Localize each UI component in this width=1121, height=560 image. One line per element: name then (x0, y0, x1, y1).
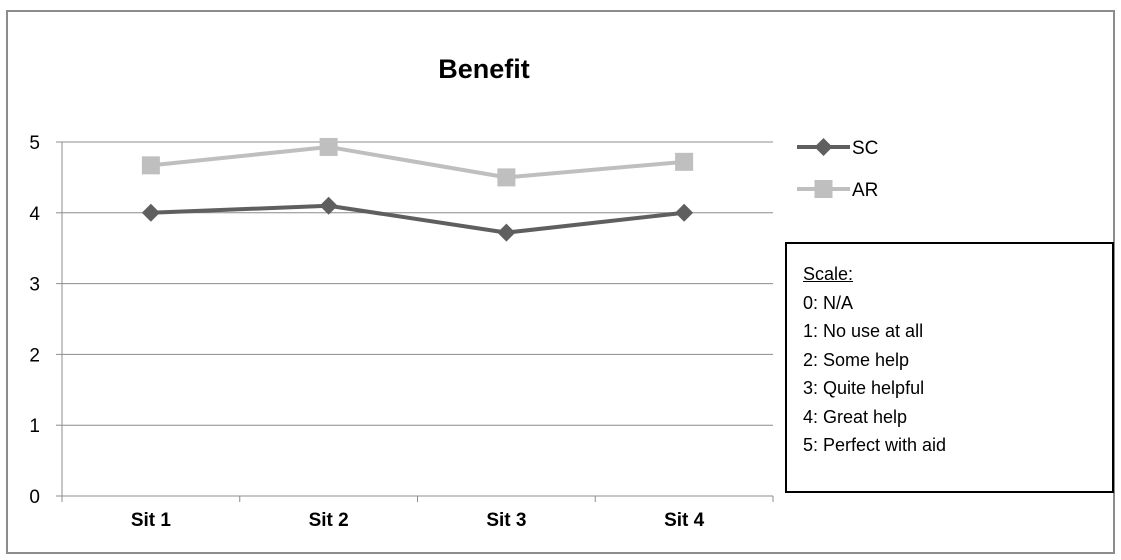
scale-item: 3: Quite helpful (803, 378, 925, 398)
scale-item: 0: N/A (803, 292, 854, 313)
chart-title: Benefit (438, 54, 530, 84)
legend-marker-sc (814, 138, 833, 156)
x-tick-label: Sit 4 (664, 510, 705, 531)
y-tick-label: 0 (29, 487, 40, 508)
data-point-ar (497, 168, 516, 187)
legend-label-ar: AR (852, 180, 878, 201)
x-tick-label: Sit 2 (309, 510, 349, 531)
data-point-sc (675, 203, 694, 222)
y-tick-label: 2 (29, 345, 40, 366)
scale-item: 5: Perfect with aid (803, 435, 947, 455)
axes (56, 141, 774, 502)
data-point-sc (497, 223, 516, 242)
gridlines (62, 141, 773, 426)
y-tick-label: 5 (29, 133, 40, 154)
x-tick-labels: Sit 1 Sit 2 Sit 3 Sit 4 (131, 510, 705, 531)
series-lines (141, 137, 694, 242)
data-point-sc (319, 196, 338, 215)
scale-title: Scale: (803, 264, 854, 284)
data-point-ar (319, 137, 338, 156)
series-line-sc (150, 203, 685, 235)
scale-legend-box: Scale: 0: N/A 1: No use at all 2: Some h… (785, 242, 1114, 493)
y-tick-labels: 0 1 2 3 4 5 (29, 133, 40, 508)
scale-item: 4: Great help (803, 406, 908, 427)
legend-label-sc: SC (852, 138, 878, 159)
y-tick-label: 3 (29, 275, 40, 296)
data-point-ar (141, 156, 160, 175)
y-tick-label: 1 (29, 416, 40, 437)
y-tick-label: 4 (29, 204, 40, 225)
legend-marker-ar (814, 180, 833, 198)
x-tick-label: Sit 1 (131, 510, 172, 531)
series-line-ar (150, 144, 685, 180)
data-point-sc (141, 203, 160, 222)
scale-item: 1: No use at all (803, 321, 924, 341)
x-tick-label: Sit 3 (486, 510, 526, 531)
legend: SC AR (797, 138, 878, 201)
scale-item: 2: Some help (803, 349, 910, 370)
data-point-ar (675, 152, 694, 171)
